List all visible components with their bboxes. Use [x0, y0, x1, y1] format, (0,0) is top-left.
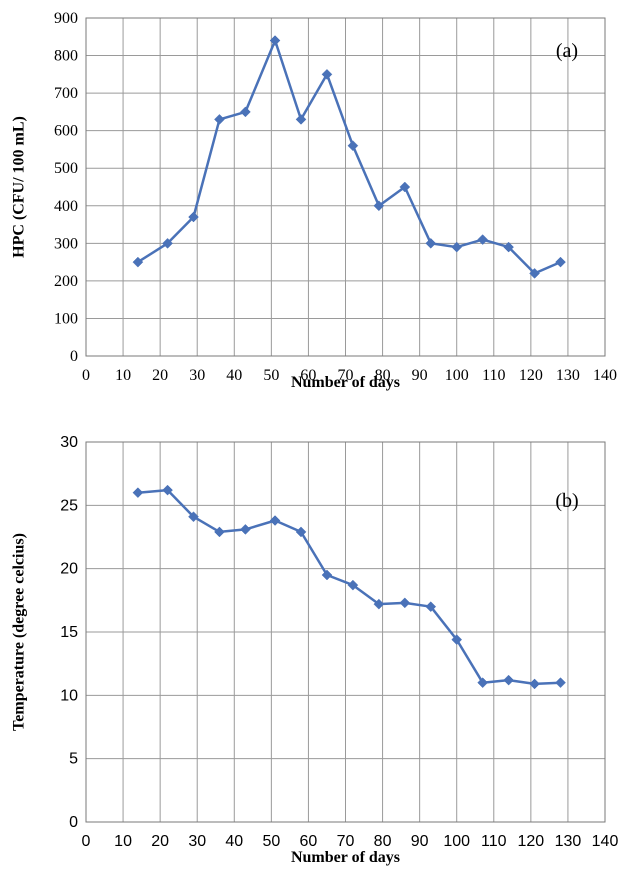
data-point [425, 601, 437, 613]
data-point [214, 526, 225, 538]
y-tick-label: 20 [60, 561, 78, 578]
panel-label: (b) [555, 490, 578, 512]
x-tick-label: 30 [188, 833, 206, 850]
x-tick-label: 30 [189, 367, 205, 384]
y-tick-label: 200 [54, 273, 78, 290]
data-point [162, 484, 173, 496]
data-point [373, 598, 385, 610]
x-tick-label: 40 [226, 367, 242, 384]
y-tick-label: 500 [54, 160, 78, 177]
data-point [132, 256, 144, 268]
x-tick-label: 120 [518, 833, 545, 850]
x-tick-label: 0 [82, 367, 90, 384]
y-tick-label: 600 [54, 123, 78, 140]
data-point [425, 237, 437, 249]
data-point [555, 677, 566, 689]
x-tick-label: 50 [263, 367, 279, 384]
data-point [295, 114, 307, 125]
y-tick-label: 0 [69, 814, 78, 831]
data-point [188, 511, 199, 523]
data-point [240, 106, 251, 118]
data-point [269, 35, 281, 46]
data-point [321, 68, 333, 80]
data-point [529, 678, 540, 690]
x-tick-label: 70 [338, 367, 354, 384]
chart-panel-1: 0 5 10 15 20 25 30 0 10 20 30 40 50 60 70 80 90 100 110 120… [11, 434, 619, 866]
x-tick-label: 140 [592, 833, 619, 850]
data-point [188, 211, 199, 223]
y-tick-label: 25 [60, 497, 78, 514]
y-axis-title: Temperature (degree celcius) [11, 533, 28, 731]
y-axis-title: HPC (CFU/ 100 mL) [11, 116, 28, 258]
data-point [399, 181, 411, 193]
x-tick-label: 100 [443, 833, 470, 850]
y-tick-label: 15 [60, 624, 78, 641]
data-point [451, 634, 463, 645]
x-tick-label: 50 [262, 833, 280, 850]
x-tick-label: 60 [300, 367, 316, 384]
x-tick-label: 130 [555, 833, 582, 850]
data-point [477, 677, 489, 689]
plot-border [85, 441, 606, 823]
x-tick-label: 10 [114, 833, 132, 850]
x-tick-label: 0 [82, 833, 91, 850]
x-axis-title: Number of days [291, 374, 400, 391]
y-tick-label: 0 [70, 348, 78, 365]
y-tick-label: 10 [60, 687, 78, 704]
data-point [399, 597, 411, 609]
y-tick-label: 700 [54, 85, 78, 102]
y-tick-label: 100 [54, 310, 78, 327]
y-tick-label: 5 [69, 751, 78, 768]
data-point [503, 674, 514, 686]
data-point [132, 487, 144, 499]
y-tick-label: 800 [54, 48, 78, 65]
data-point [451, 241, 463, 253]
x-axis-title: Number of days [291, 849, 400, 866]
x-tick-label: 40 [225, 833, 243, 850]
x-tick-label: 80 [375, 367, 391, 384]
y-tick-label: 300 [54, 235, 78, 252]
panel-label: (a) [556, 40, 578, 62]
x-tick-label: 20 [152, 367, 168, 384]
x-tick-label: 90 [412, 367, 428, 384]
data-point [373, 200, 385, 212]
data-point [477, 234, 489, 245]
x-tick-label: 110 [482, 367, 505, 384]
x-tick-label: 20 [151, 833, 169, 850]
data-point [347, 140, 359, 152]
x-tick-label: 100 [445, 367, 469, 384]
y-tick-label: 400 [54, 198, 78, 215]
x-tick-label: 10 [115, 367, 131, 384]
x-tick-label: 60 [300, 833, 318, 850]
x-tick-label: 130 [556, 367, 580, 384]
x-tick-label: 140 [593, 367, 617, 384]
data-point [214, 114, 225, 125]
data-point [240, 524, 251, 535]
data-point [269, 515, 281, 526]
x-tick-label: 70 [337, 833, 355, 850]
data-point [321, 569, 333, 581]
data-point [295, 526, 307, 538]
data-point [347, 579, 359, 591]
data-point [529, 268, 540, 279]
x-tick-label: 110 [481, 833, 507, 850]
x-tick-label: 90 [411, 833, 429, 850]
data-point [162, 237, 173, 249]
chart-panel-0: 0 100 200 300 400 500 600 700 800 900 0 10 20 30 40 50 6… [11, 10, 617, 391]
x-tick-label: 120 [519, 367, 543, 384]
plot-border [85, 17, 606, 357]
y-tick-label: 900 [54, 10, 78, 27]
data-point [503, 241, 514, 253]
y-tick-label: 30 [60, 434, 78, 451]
data-point [555, 256, 566, 268]
x-tick-label: 80 [374, 833, 392, 850]
